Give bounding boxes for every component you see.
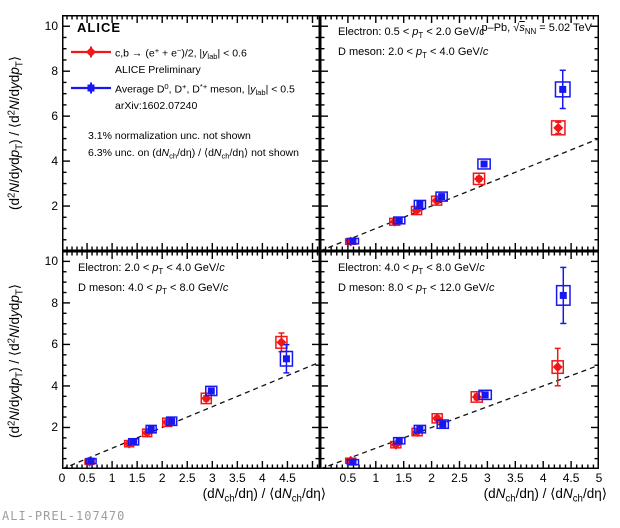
tick-label: 2 <box>51 420 58 435</box>
tick-label: 1 <box>372 471 380 485</box>
caption-line: Electron: 2.0 < pT < 4.0 GeV/c <box>78 262 225 276</box>
tick-label: 0.5 <box>339 471 357 485</box>
tick-label: 0.5 <box>78 471 96 485</box>
dmeson-data-point <box>205 385 218 397</box>
tick-label: 2 <box>51 199 58 214</box>
tick-label: 3 <box>484 471 491 485</box>
dmeson-data-point <box>346 237 360 245</box>
tick-label: 5 <box>595 471 603 485</box>
panel-top-right <box>320 15 599 251</box>
y-axis-title-bottom: (d2N/dydpT) / ⟨d2N/dydpT⟩ <box>6 283 26 439</box>
tick-label: 8 <box>51 295 58 310</box>
tick-label: 10 <box>44 254 58 269</box>
tick-label: 4 <box>51 154 58 169</box>
plot-area <box>320 251 599 469</box>
electron-data-point <box>551 347 565 387</box>
tick-label: 3.5 <box>506 471 524 485</box>
caption-line: Electron: 0.5 < pT < 2.0 GeV/c <box>338 26 485 40</box>
tick-label: 6 <box>51 337 58 352</box>
tick-label: 2 <box>158 471 166 485</box>
x-axis-title-left: (dNch/dη) / ⟨dNch/dη⟩ <box>202 486 326 505</box>
plot-area <box>62 15 320 251</box>
tick-label: 1.5 <box>128 471 146 485</box>
y-axis-title-top: (d2N/dydpT) / ⟨d2N/dydpT⟩ <box>6 55 26 211</box>
electron-data-point <box>550 120 566 136</box>
dmeson-data-point <box>413 199 427 210</box>
dmeson-data-point <box>392 216 406 225</box>
tick-label: 4 <box>51 378 58 393</box>
tick-label: 4.5 <box>562 471 580 485</box>
tick-label: 1 <box>108 471 116 485</box>
panel-bottom-left <box>62 251 320 469</box>
electron-data-point <box>470 391 484 403</box>
dmeson-data-point <box>435 191 448 202</box>
plot-area <box>62 251 320 469</box>
tick-label: 4.5 <box>279 471 296 485</box>
dmeson-data-point <box>392 436 406 445</box>
dmeson-data-point <box>346 458 360 466</box>
caption-top-right: Electron: 0.5 < pT < 2.0 GeV/c D meson: … <box>338 24 488 64</box>
arxiv-reference: arXiv:1602.07240 <box>115 100 198 112</box>
dmeson-data-point <box>165 416 178 427</box>
panel-top-left <box>62 15 320 251</box>
dmeson-data-point <box>436 419 450 430</box>
tick-label: 3.5 <box>228 471 246 485</box>
normalization-note: 3.1% normalization unc. not shown <box>88 130 251 142</box>
caption-line: D meson: 2.0 < pT < 4.0 GeV/c <box>338 45 489 60</box>
figure-id-watermark: ALI-PREL-107470 <box>2 509 126 523</box>
dmeson-data-point <box>555 266 571 325</box>
preliminary-label: ALICE Preliminary <box>115 64 201 76</box>
caption-bottom-left: Electron: 2.0 < pT < 4.0 GeV/c D meson: … <box>78 260 228 300</box>
dmeson-data-point <box>127 437 140 446</box>
dmeson-data-point <box>477 158 491 170</box>
dmeson-data-point <box>478 389 493 401</box>
tick-label: 4 <box>259 471 266 485</box>
dmeson-data-point <box>413 424 427 434</box>
tick-label: 1.5 <box>395 471 413 485</box>
tick-label: 3 <box>208 471 216 485</box>
tick-label: 2.5 <box>178 471 196 485</box>
tick-label: 8 <box>51 64 58 79</box>
x-axis-title-right: (dNch/dη) / ⟨dNch/dη⟩ <box>483 486 607 505</box>
multiplicity-unc-note: 6.3% unc. on (dNch/dη) / ⟨dNch/dη⟩ not s… <box>88 147 299 161</box>
tick-label: 4 <box>539 471 547 485</box>
caption-line: D meson: 8.0 < pT < 12.0 GeV/c <box>338 281 495 296</box>
tick-label: 10 <box>44 19 58 34</box>
tick-label: 2.5 <box>451 471 468 485</box>
caption-line: Electron: 4.0 < pT < 8.0 GeV/c <box>338 262 485 276</box>
tick-label: 2 <box>428 471 435 485</box>
tick-label: 6 <box>51 109 58 124</box>
dmeson-legend-label: Average D0, D+, D*+ meson, |ylab| < 0.5 <box>115 82 295 98</box>
panel-bottom-right <box>320 251 599 469</box>
dmeson-data-point <box>85 457 97 465</box>
caption-line: D meson: 4.0 < pT < 8.0 GeV/c <box>78 281 229 296</box>
alice-label: ALICE <box>77 20 121 35</box>
dmeson-legend-marker-icon <box>71 81 111 95</box>
dmeson-data-point <box>279 343 294 374</box>
electron-data-point <box>472 172 486 186</box>
plot-area <box>320 15 599 251</box>
collision-system-label: p–Pb, √sNN = 5.02 TeV <box>481 22 592 36</box>
caption-bottom-right: Electron: 4.0 < pT < 8.0 GeV/c D meson: … <box>338 260 495 300</box>
tick-label: 0 <box>58 471 66 485</box>
electron-data-point <box>275 332 288 353</box>
electron-legend-marker-icon <box>71 45 111 59</box>
dmeson-data-point <box>145 424 157 434</box>
dmeson-data-point <box>554 69 571 110</box>
electron-legend-label: c,b → (e+ + e−)/2, |ylab| < 0.6 <box>115 46 247 62</box>
